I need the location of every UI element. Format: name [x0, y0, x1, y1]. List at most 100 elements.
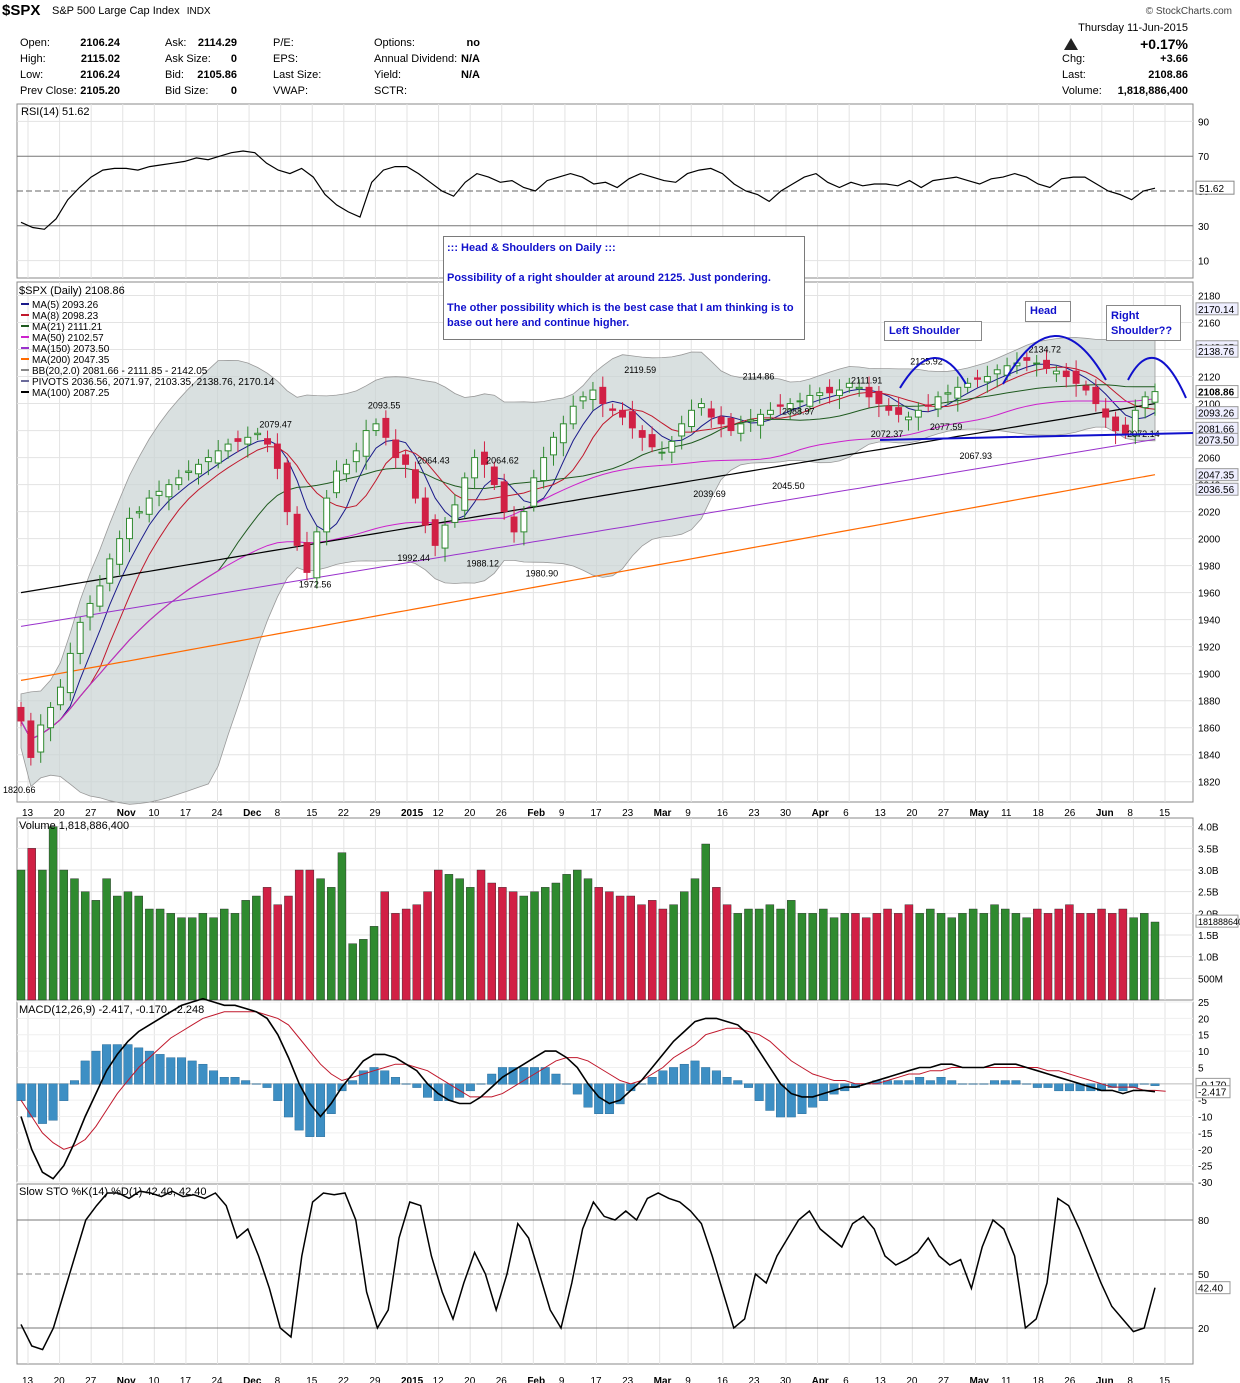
quote-row: Ask Size: 0 — [165, 51, 237, 67]
candle-body — [126, 517, 133, 540]
left-shoulder-label: Left Shoulder — [884, 321, 982, 341]
macd-histogram-bar — [134, 1047, 144, 1085]
macd-histogram-bar — [80, 1060, 90, 1085]
volume-bar — [926, 908, 935, 1001]
legend-entry: MA(21) 2111.21 — [32, 322, 103, 333]
candle-body — [1102, 408, 1110, 418]
candle-body — [1062, 370, 1070, 378]
price-label: 2077.59 — [930, 422, 963, 432]
macd-histogram-bar — [70, 1080, 79, 1085]
x-axis-label: 17 — [180, 1376, 192, 1383]
quote-row: Last: 2108.86 — [1062, 67, 1188, 83]
candle-body — [1141, 396, 1149, 409]
price-label: 2111.91 — [851, 375, 882, 385]
volume-bar — [294, 869, 304, 1001]
x-axis-label: 10 — [148, 1376, 160, 1383]
volume-bar — [316, 878, 325, 1001]
candle-body — [559, 423, 567, 444]
macd-histogram-bar — [797, 1083, 807, 1114]
price-label: 2093.55 — [368, 400, 401, 410]
price-tick-label: 1860 — [1198, 724, 1221, 735]
quote-value: N/A — [461, 69, 480, 81]
candle-body — [530, 477, 538, 507]
sto-tick-label: 50 — [1198, 1270, 1210, 1281]
quote-row: P/E: — [273, 35, 343, 51]
x-axis-label: 29 — [369, 1376, 381, 1383]
sto-tick-label: 80 — [1198, 1216, 1210, 1227]
candle-body — [392, 439, 400, 459]
candle-body — [402, 454, 410, 465]
macd-tick-label: 5 — [1198, 1063, 1204, 1074]
volume-bar — [573, 869, 582, 1001]
x-axis-label: 27 — [85, 808, 97, 819]
price-label: 1820.66 — [3, 785, 36, 795]
macd-histogram-bar — [487, 1073, 497, 1085]
macd-tick-label: -5 — [1198, 1096, 1207, 1107]
volume-bar — [16, 869, 26, 1001]
x-axis-label: 10 — [148, 808, 160, 819]
volume-bar — [155, 908, 165, 1001]
x-axis-label: 18 — [1033, 808, 1045, 819]
volume-bar — [776, 908, 785, 1001]
macd-tick-label: 25 — [1198, 998, 1210, 1009]
candle-body — [510, 516, 518, 533]
candle-body — [944, 392, 952, 395]
macd-histogram-bar — [530, 1067, 539, 1085]
candle-body — [244, 436, 252, 445]
candle-body — [747, 419, 755, 422]
legend-entry: PIVOTS 2036.56, 2071.97, 2103.35, 2138.7… — [32, 377, 275, 388]
brand-logo: © StockCharts.com — [1145, 6, 1232, 17]
right-shoulder-label: Right Shoulder?? — [1106, 305, 1181, 341]
candle-body — [688, 409, 695, 428]
candle-body — [1121, 424, 1129, 434]
candle-body — [757, 413, 765, 426]
macd-histogram-bar — [48, 1083, 58, 1121]
volume-bar — [1097, 908, 1106, 1001]
quote-row: Open: 2106.24 — [20, 35, 120, 51]
candle-body — [175, 477, 183, 486]
x-axis-label: 26 — [496, 808, 508, 819]
candle-body — [27, 720, 35, 758]
candle-body — [372, 423, 380, 432]
macd-histogram-bar — [947, 1080, 957, 1085]
volume-bar — [466, 887, 475, 1001]
macd-histogram-bar — [348, 1080, 358, 1085]
volume-bar — [1150, 921, 1160, 1001]
volume-bar — [423, 891, 432, 1001]
candle-body — [826, 386, 834, 394]
x-axis-label: 8 — [275, 808, 281, 819]
volume-bar — [1065, 904, 1074, 1001]
x-axis-label: 17 — [180, 808, 192, 819]
x-axis-label: Jun — [1096, 1376, 1114, 1383]
quote-value: +3.66 — [1160, 53, 1188, 65]
x-axis-label: May — [970, 808, 990, 819]
x-axis-label: 30 — [780, 808, 792, 819]
volume-bar — [765, 904, 775, 1001]
volume-bar — [530, 891, 539, 1001]
quote-row: Low: 2106.24 — [20, 67, 120, 83]
macd-histogram-bar — [540, 1067, 550, 1085]
quote-label: VWAP: — [273, 85, 309, 97]
right-axis-value-box — [1195, 468, 1239, 482]
x-axis-label: 15 — [1159, 1376, 1171, 1383]
quote-column-2: Ask: 2114.29 Ask Size: 0 Bid: 2105.86 Bid Size… — [165, 35, 237, 99]
candle-body — [155, 490, 163, 496]
candle-body — [648, 434, 656, 448]
macd-histogram-bar — [957, 1083, 967, 1085]
x-axis-label: 20 — [464, 808, 476, 819]
quote-column-1: Open: 2106.24 High: 2115.02 Low: 2106.24 Prev … — [20, 35, 120, 99]
quote-column-4: Options: no Annual Dividend: N/A Yield: N/A SC… — [374, 35, 480, 99]
quote-label: Yield: — [374, 69, 402, 81]
volume-bar — [851, 913, 860, 1001]
price-label: 2064.43 — [417, 456, 450, 466]
candle-body — [766, 409, 774, 415]
volume-tick-label: 1.5B — [1198, 931, 1219, 942]
x-axis-label: 20 — [906, 808, 918, 819]
volume-tick-label: 2.5B — [1198, 888, 1219, 899]
volume-bar — [1140, 913, 1149, 1001]
candle-body — [323, 497, 331, 533]
candle-body — [214, 450, 222, 464]
symbol-name: S&P 500 Large Cap Index INDX — [52, 5, 211, 17]
price-tick-label: 1980 — [1198, 562, 1221, 573]
macd-histogram-bar — [765, 1083, 775, 1111]
